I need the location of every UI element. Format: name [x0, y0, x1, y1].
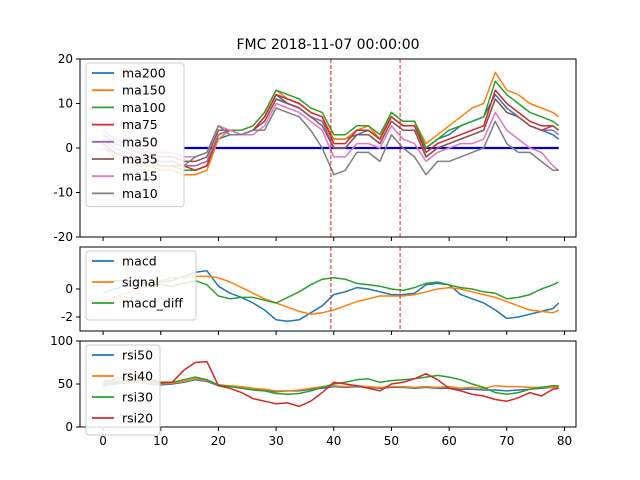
y-tick-label: -20 [53, 230, 73, 244]
legend: ma200 ma150 ma100 ma75 ma50 ma35 ma15 ma10 [85, 62, 185, 208]
y-tick-label: 0 [65, 141, 73, 155]
x-tick-label: 40 [326, 434, 341, 448]
legend-label-rsi20: rsi20 [122, 411, 153, 426]
y-tick-label: -2 [61, 310, 73, 324]
y-tick-label: 20 [58, 52, 73, 66]
y-tick-label: 0 [65, 282, 73, 296]
y-tick-label: 10 [58, 97, 73, 111]
series-line-rsi40 [103, 378, 559, 392]
legend: rsi50 rsi40 rsi30 rsi20 [85, 344, 161, 436]
legend-label-rsi50: rsi50 [122, 348, 153, 363]
panel-1: -20-1001020ma200ma150ma100ma75ma50ma35ma… [53, 52, 577, 244]
x-tick-label: 50 [384, 434, 399, 448]
legend-label-ma150: ma150 [122, 83, 166, 98]
legend-label-ma200: ma200 [122, 66, 166, 81]
legend-label-rsi30: rsi30 [122, 390, 153, 405]
x-tick-label: 30 [268, 434, 283, 448]
legend-label-ma10: ma10 [122, 186, 158, 201]
legend-label-ma15: ma15 [122, 169, 158, 184]
legend-label-ma50: ma50 [122, 134, 158, 149]
x-tick-label: 80 [557, 434, 572, 448]
series-line-rsi20 [102, 360, 559, 408]
x-tick-label: 10 [153, 434, 168, 448]
legend-label-macd_diff: macd_diff [122, 296, 183, 311]
legend-label-ma35: ma35 [122, 152, 158, 167]
x-tick-label: 60 [441, 434, 456, 448]
chart-title: FMC 2018-11-07 00:00:00 [236, 37, 419, 53]
legend: macd signal macd_diff [85, 250, 197, 321]
x-tick-label: 0 [99, 434, 107, 448]
x-tick-label: 70 [499, 434, 514, 448]
series-line-rsi30 [102, 374, 559, 396]
legend-label-rsi40: rsi40 [122, 369, 153, 384]
series-line-rsi50 [102, 378, 559, 393]
legend-label-ma100: ma100 [122, 100, 166, 115]
y-tick-label: 100 [50, 334, 73, 348]
panel-2: -2 0 macd signal macd_diff [61, 246, 577, 335]
legend-label-macd: macd [122, 254, 157, 269]
legend-label-ma75: ma75 [122, 117, 158, 132]
legend-label-signal: signal [122, 275, 159, 290]
x-tick-label: 20 [211, 434, 226, 448]
y-tick-label: 0 [65, 420, 73, 434]
y-tick-label: 50 [58, 377, 73, 391]
y-tick-label: -10 [53, 186, 73, 200]
